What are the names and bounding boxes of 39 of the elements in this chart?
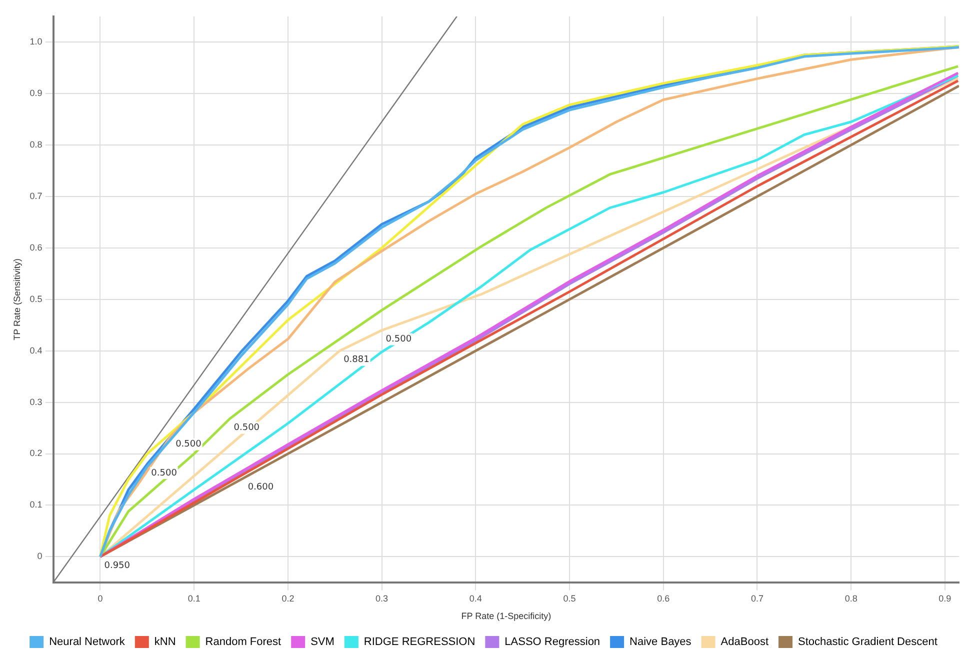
y-tick-label: 0.4 [30,345,42,356]
x-tick-label: 0.3 [376,593,388,604]
annotation: 0.500 [151,468,178,478]
y-tick-label: 0.6 [30,242,42,252]
x-tick-label: 0.6 [657,593,670,604]
x-tick-label: 0.2 [282,593,294,604]
x-tick-label: 0.5 [563,593,576,604]
x-tick-label: 0.9 [938,593,952,604]
y-tick-label: 0.9 [30,88,42,98]
y-tick-label: 0.1 [30,500,42,510]
x-tick-label: 0.8 [844,593,858,604]
legend-label: LASSO Regression [504,636,600,648]
legend-label: Stochastic Gradient Descent [798,636,938,648]
x-tick-label: 0.4 [469,593,482,604]
x-tick-label: 0.7 [750,593,764,604]
y-tick-label: 0.7 [30,190,42,201]
legend-label: kNN [154,636,176,648]
annotation: 0.600 [248,482,274,492]
legend-label: Neural Network [49,636,126,648]
y-axis-title: TP Rate (Sensitivity) [12,258,22,340]
x-tick-label: 0 [98,593,103,604]
annotation: 0.881 [344,355,370,366]
annotation: 0.500 [386,334,412,345]
y-tick-label: 0 [37,551,42,562]
x-tick-label: 0.1 [188,593,200,604]
y-tick-label: 0.5 [30,294,42,304]
legend-label: Random Forest [205,636,282,648]
y-tick-label: 0.2 [30,448,42,458]
y-tick-label: 0.3 [30,396,42,407]
annotation: 0.500 [176,440,202,450]
y-tick-label: 0.8 [30,140,42,150]
y-tick-label: 1.0 [30,36,42,47]
legend-label: RIDGE REGRESSION [364,636,476,648]
x-axis-title: FP Rate (1-Specificity) [461,611,552,622]
annotation: 0.950 [104,561,130,572]
legend-label: Naive Bayes [630,636,692,648]
annotation: 0.500 [234,423,260,434]
legend-label: SVM [310,636,334,648]
legend-label: AdaBoost [720,636,769,648]
